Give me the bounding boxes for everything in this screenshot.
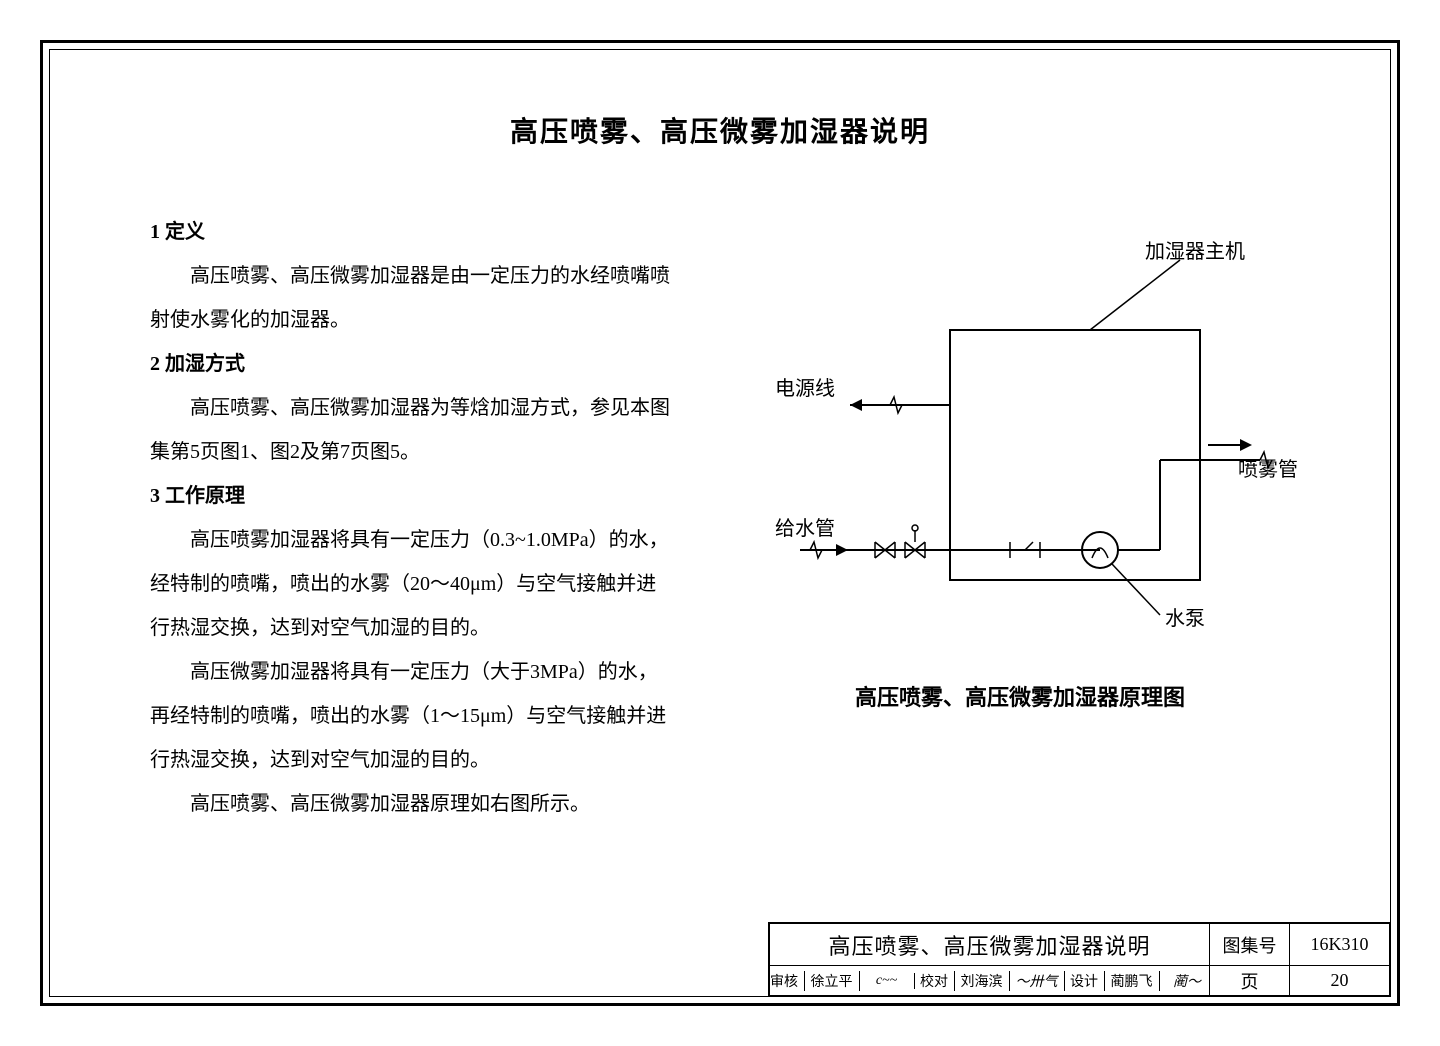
review-label: 审核: [765, 971, 805, 991]
section-3-p1: 高压喷雾加湿器将具有一定压力（0.3~1.0MPa）的水，经特制的喷嘴，喷出的水…: [150, 518, 670, 650]
inner-frame: 高压喷雾、高压微雾加湿器说明 1 定义 高压喷雾、高压微雾加湿器是由一定压力的水…: [49, 49, 1391, 997]
design-label: 设计: [1065, 971, 1105, 991]
principle-diagram: 加湿器主机 电源线 给水管: [740, 240, 1300, 680]
review-name: 徐立平: [805, 971, 860, 991]
page-title: 高压喷雾、高压微雾加湿器说明: [50, 110, 1390, 150]
page-label: 页: [1210, 966, 1290, 996]
titleblock-title: 高压喷雾、高压微雾加湿器说明: [770, 924, 1210, 966]
diagram-caption: 高压喷雾、高压微雾加湿器原理图: [740, 680, 1300, 712]
check-name: 刘海滨: [955, 971, 1010, 991]
label-supply: 给水管: [775, 517, 835, 540]
section-1-head: 1 定义: [150, 210, 670, 254]
design-name: 蔺鹏飞: [1105, 971, 1160, 991]
label-host: 加湿器主机: [1145, 240, 1245, 263]
label-spray: 喷雾管: [1238, 458, 1298, 481]
atlas-no: 16K310: [1290, 924, 1390, 966]
section-2-head: 2 加湿方式: [150, 342, 670, 386]
body-text: 1 定义 高压喷雾、高压微雾加湿器是由一定压力的水经喷嘴喷射使水雾化的加湿器。 …: [150, 210, 670, 826]
title-block: 高压喷雾、高压微雾加湿器说明 图集号 16K310 审核 徐立平 c~~ 校对 …: [768, 922, 1390, 996]
review-signature: c~~: [860, 973, 915, 989]
section-2-p1: 高压喷雾、高压微雾加湿器为等焓加湿方式，参见本图集第5页图1、图2及第7页图5。: [150, 386, 670, 474]
atlas-label: 图集号: [1210, 924, 1290, 966]
section-3-p2: 高压微雾加湿器将具有一定压力（大于3MPa）的水，再经特制的喷嘴，喷出的水雾（1…: [150, 650, 670, 782]
design-signature: 蔺～: [1160, 971, 1215, 991]
section-3-p3: 高压喷雾、高压微雾加湿器原理如右图所示。: [150, 782, 670, 826]
section-3-head: 3 工作原理: [150, 474, 670, 518]
section-1-p1: 高压喷雾、高压微雾加湿器是由一定压力的水经喷嘴喷射使水雾化的加湿器。: [150, 254, 670, 342]
outer-frame: 高压喷雾、高压微雾加湿器说明 1 定义 高压喷雾、高压微雾加湿器是由一定压力的水…: [40, 40, 1400, 1006]
label-power: 电源线: [775, 377, 835, 400]
check-signature: ～卅气: [1010, 971, 1065, 991]
check-label: 校对: [915, 971, 955, 991]
page-no: 20: [1290, 966, 1390, 996]
label-pump: 水泵: [1165, 607, 1205, 630]
